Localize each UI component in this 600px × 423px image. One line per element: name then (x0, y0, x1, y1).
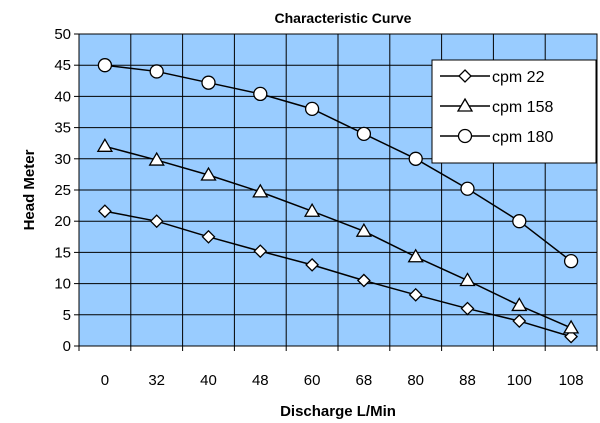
x-tick-label: 108 (559, 372, 584, 389)
x-tick-label: 60 (304, 372, 321, 389)
data-point (97, 204, 112, 219)
data-point (408, 287, 423, 302)
data-point (408, 151, 423, 166)
series-line-1 (104, 210, 572, 338)
y-tick-label: 10 (54, 276, 71, 293)
legend-entry-label: cpm 22 (492, 69, 545, 86)
legend-marker (456, 97, 474, 112)
y-tick-label: 30 (54, 151, 71, 168)
legend-marker (458, 69, 472, 83)
data-point (511, 297, 528, 312)
x-tick-label: 68 (356, 372, 373, 389)
x-tick-label: 88 (459, 372, 476, 389)
data-point (200, 166, 217, 181)
y-tick-label: 35 (54, 120, 71, 137)
data-point (201, 229, 216, 244)
data-point (407, 248, 424, 263)
data-point (149, 64, 164, 79)
data-point (252, 183, 269, 198)
y-tick-label: 50 (54, 26, 71, 43)
legend-entry-label: cpm 180 (492, 129, 553, 146)
data-point (303, 202, 321, 217)
data-point (253, 86, 268, 102)
chart-title: Characteristic Curve (275, 10, 412, 26)
data-point (460, 181, 475, 196)
data-point (564, 329, 579, 344)
y-tick-label: 45 (54, 57, 71, 74)
plot-border (78, 33, 598, 347)
y-tick-label: 15 (54, 244, 71, 261)
x-tick-label: 48 (252, 372, 269, 389)
data-point (305, 257, 320, 272)
y-tick-label: 40 (54, 88, 71, 105)
y-tick-label: 0 (63, 338, 71, 355)
x-tick-label: 0 (101, 372, 109, 389)
data-point (563, 253, 579, 269)
y-tick-label: 20 (54, 213, 71, 230)
x-tick-label: 80 (407, 372, 424, 389)
data-point (512, 214, 527, 229)
data-point (355, 222, 373, 237)
data-point (253, 244, 268, 259)
legend-entry-label: cpm 158 (492, 99, 553, 116)
x-axis-label: Discharge L/Min (280, 403, 396, 420)
data-point (459, 272, 476, 287)
y-tick-label: 25 (54, 182, 71, 199)
data-point (97, 58, 113, 73)
data-point (356, 126, 372, 141)
x-tick-label: 100 (507, 372, 532, 389)
data-point (96, 138, 114, 152)
data-point (201, 75, 216, 90)
data-point (356, 273, 371, 288)
y-axis-label: Head Meter (21, 149, 38, 230)
series-line-3 (104, 64, 572, 262)
legend-marker (457, 128, 473, 144)
data-point (460, 301, 475, 316)
data-point (562, 319, 580, 334)
data-point (149, 214, 164, 229)
data-point (304, 101, 320, 117)
y-tick-label: 5 (63, 307, 71, 324)
x-tick-label: 40 (200, 372, 217, 389)
x-tick-label: 32 (148, 372, 165, 389)
data-point (512, 314, 527, 328)
series-line-2 (104, 145, 572, 329)
data-point (148, 151, 165, 166)
